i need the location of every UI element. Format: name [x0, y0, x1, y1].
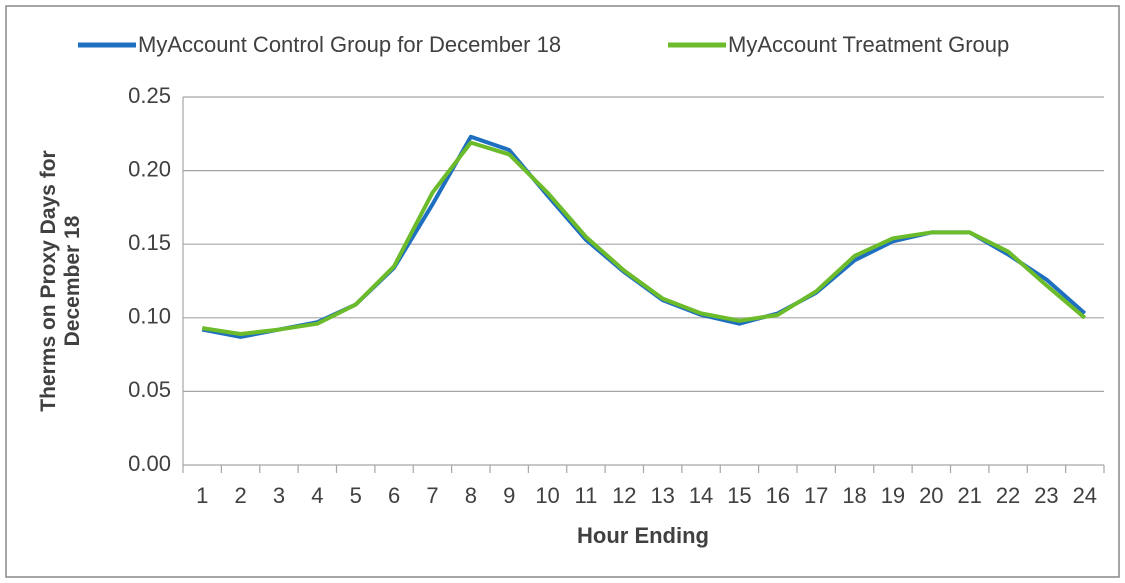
x-tick-label: 16	[766, 483, 790, 508]
x-tick-label: 3	[273, 483, 285, 508]
x-tick-label: 10	[535, 483, 559, 508]
x-axis-label: Hour Ending	[577, 523, 709, 548]
x-tick-label: 11	[575, 483, 598, 508]
x-tick-label: 13	[650, 483, 674, 508]
x-tick-label: 5	[350, 483, 362, 508]
x-tick-label: 6	[388, 483, 400, 508]
x-tick-label: 15	[727, 483, 751, 508]
x-tick-label: 23	[1034, 483, 1058, 508]
x-tick-label: 17	[804, 483, 828, 508]
y-tick-label: 0.00	[128, 451, 171, 476]
x-tick-label: 21	[957, 483, 981, 508]
x-tick-label: 1	[196, 483, 208, 508]
y-tick-label: 0.10	[128, 304, 171, 329]
x-tick-label: 19	[881, 483, 905, 508]
series-line	[201, 134, 1087, 339]
series-line	[201, 140, 1087, 336]
x-tick-label: 12	[612, 483, 636, 508]
y-tick-label: 0.25	[128, 83, 171, 108]
x-tick-label: 4	[311, 483, 323, 508]
x-tick-label: 14	[689, 483, 713, 508]
frame-border	[5, 5, 1120, 578]
legend-label: MyAccount Treatment Group	[728, 32, 1009, 57]
x-tick-label: 7	[426, 483, 438, 508]
x-tick-label: 8	[465, 483, 477, 508]
y-axis-label: Therms on Proxy Days for December 18	[37, 150, 84, 412]
x-tick-label: 9	[503, 483, 515, 508]
legend-label: MyAccount Control Group for December 18	[138, 32, 561, 57]
x-tick-label: 22	[996, 483, 1020, 508]
y-tick-label: 0.20	[128, 156, 171, 181]
x-tick-label: 2	[234, 483, 246, 508]
y-tick-label: 0.05	[128, 377, 171, 402]
y-tick-label: 0.15	[128, 230, 171, 255]
x-tick-label: 20	[919, 483, 943, 508]
x-tick-label: 24	[1073, 483, 1097, 508]
x-tick-label: 18	[842, 483, 866, 508]
